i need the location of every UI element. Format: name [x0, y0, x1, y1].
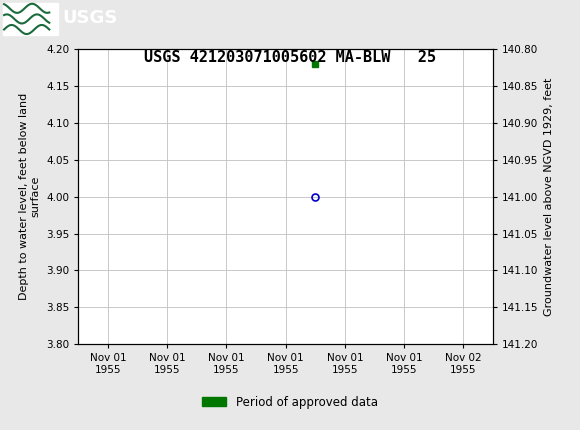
Text: USGS: USGS [62, 9, 117, 27]
Y-axis label: Groundwater level above NGVD 1929, feet: Groundwater level above NGVD 1929, feet [544, 77, 554, 316]
Text: USGS 421203071005602 MA-BLW   25: USGS 421203071005602 MA-BLW 25 [144, 50, 436, 64]
Bar [3, 3, 58, 35]
Y-axis label: Depth to water level, feet below land
surface: Depth to water level, feet below land su… [19, 93, 41, 300]
Legend: Period of approved data: Period of approved data [198, 391, 382, 413]
